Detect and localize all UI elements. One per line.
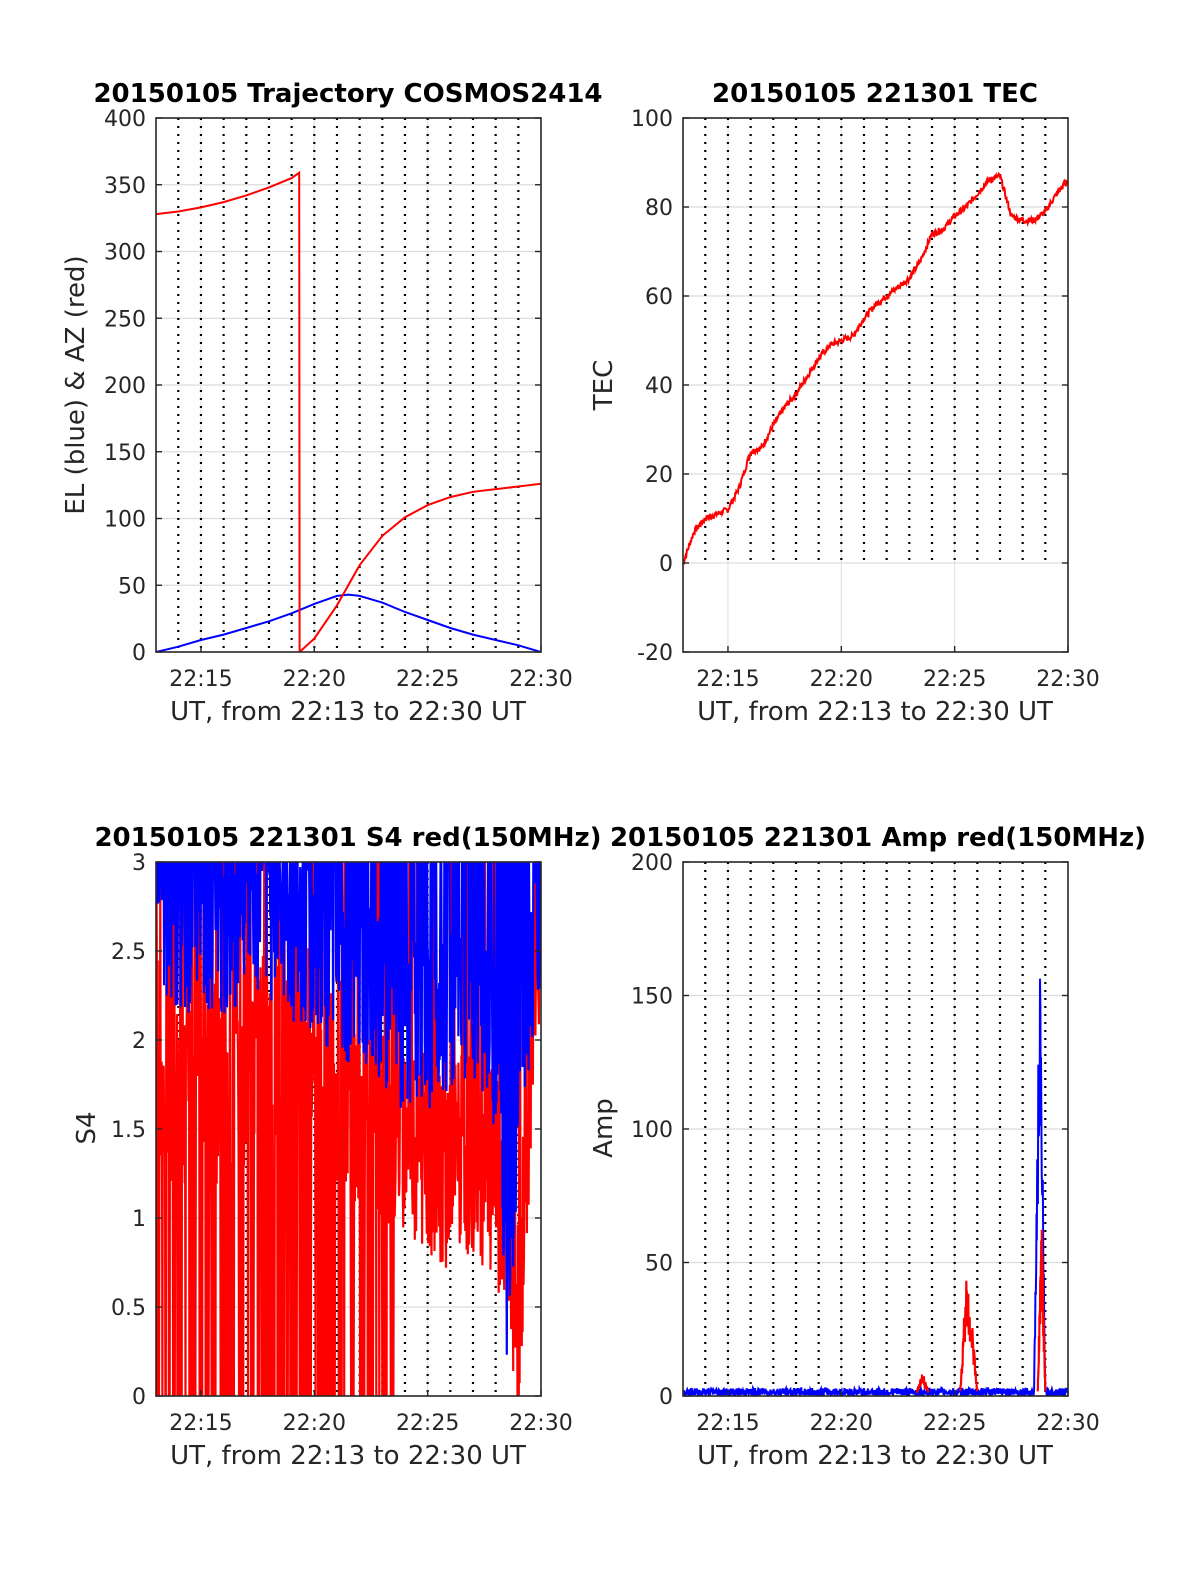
tec-x-axis-label: UT, from 22:13 to 22:30 UT: [697, 697, 1053, 727]
s4-y-axis-label: S4: [72, 1111, 102, 1144]
amp-red-burst-3: [1036, 1229, 1047, 1392]
trajectory-x-tick-label: 22:15: [169, 667, 232, 692]
amp-series-group: [683, 978, 1068, 1396]
amp-y-tick-label: 100: [631, 1118, 673, 1143]
s4-y-tick-label: 2: [132, 1029, 146, 1054]
s4-y-tick-label: 0.5: [111, 1296, 146, 1321]
tec-series-group: [683, 171, 1068, 566]
amp-y-tick-label: 200: [631, 851, 673, 876]
trajectory-y-tick-label: 200: [104, 374, 146, 399]
s4-panel: 0 0.5 1 1.5 2 2.5 3 22:15 22:20 22:25 22:30 201501…: [72, 823, 602, 1471]
trajectory-y-tick-label: 100: [104, 508, 146, 533]
tec-y-tick-label: -20: [637, 641, 673, 666]
trajectory-y-tick-label: 350: [104, 174, 146, 199]
amp-x-tick-label: 22:20: [810, 1411, 873, 1436]
amp-y-axis-label: Amp: [589, 1098, 619, 1158]
amp-panel: 0 50 100 150 200 22:15 22:20 22:25 22:30 2015010…: [589, 823, 1146, 1471]
s4-x-axis-label: UT, from 22:13 to 22:30 UT: [170, 1441, 526, 1471]
s4-y-tick-label: 1: [132, 1207, 146, 1232]
amp-red-burst-2: [959, 1280, 979, 1392]
trajectory-x-tick-label: 22:30: [509, 667, 572, 692]
amp-blue-line: [683, 978, 1068, 1396]
tec-y-tick-label: 0: [659, 552, 673, 577]
amp-red-burst-1: [915, 1374, 930, 1393]
amp-title: 20150105 221301 Amp red(150MHz): [610, 823, 1146, 853]
trajectory-y-tick-label: 0: [132, 641, 146, 666]
tec-x-tick-label: 22:25: [923, 667, 986, 692]
s4-title: 20150105 221301 S4 red(150MHz): [94, 823, 601, 853]
tec-panel: -20 0 20 40 60 80 100 22:15 22:20 22:25 22:30 2015…: [589, 79, 1100, 727]
amp-y-tick-label: 150: [631, 985, 673, 1010]
tec-y-tick-label: 80: [645, 196, 673, 221]
s4-x-tick-label: 22:15: [169, 1411, 232, 1436]
trajectory-el-line: [156, 593, 541, 652]
trajectory-y-tick-label: 150: [104, 441, 146, 466]
trajectory-x-tick-label: 22:20: [283, 667, 346, 692]
s4-x-tick-label: 22:30: [509, 1411, 572, 1436]
s4-y-tick-label: 1.5: [111, 1118, 146, 1143]
tec-plot-area: -20 0 20 40 60 80 100 22:15 22:20 22:25 22:30: [631, 107, 1100, 692]
s4-plot-area: 0 0.5 1 1.5 2 2.5 3 22:15 22:20 22:25 22:30: [111, 851, 573, 1436]
s4-y-tick-label: 0: [132, 1385, 146, 1410]
tec-y-tick-label: 40: [645, 374, 673, 399]
trajectory-y-tick-label: 250: [104, 307, 146, 332]
s4-x-tick-label: 22:20: [283, 1411, 346, 1436]
s4-x-tick-label: 22:25: [396, 1411, 459, 1436]
s4-y-tick-label: 3: [132, 851, 146, 876]
trajectory-y-tick-label: 400: [104, 107, 146, 132]
trajectory-y-tick-label: 50: [118, 574, 146, 599]
amp-x-tick-label: 22:15: [696, 1411, 759, 1436]
amp-x-axis-label: UT, from 22:13 to 22:30 UT: [697, 1441, 1053, 1471]
tec-y-axis-label: TEC: [589, 360, 619, 411]
trajectory-series-group: [156, 170, 541, 652]
tec-line: [683, 171, 1068, 566]
trajectory-x-axis-label: UT, from 22:13 to 22:30 UT: [170, 697, 526, 727]
trajectory-panel: 0 50 100 150 200 250 300 350 400 22:15 22:20 22:25 2…: [61, 79, 603, 727]
trajectory-x-tick-label: 22:25: [396, 667, 459, 692]
tec-y-tick-label: 100: [631, 107, 673, 132]
amp-x-tick-label: 22:25: [923, 1411, 986, 1436]
s4-series-group: [156, 862, 541, 1396]
tec-x-tick-label: 22:20: [810, 667, 873, 692]
trajectory-title: 20150105 Trajectory COSMOS2414: [93, 79, 602, 109]
tec-x-tick-label: 22:15: [696, 667, 759, 692]
trajectory-y-tick-label: 300: [104, 241, 146, 266]
amp-plot-area: 0 50 100 150 200 22:15 22:20 22:25 22:30: [631, 851, 1100, 1436]
s4-red-line: [156, 862, 541, 1396]
amp-y-tick-label: 50: [645, 1252, 673, 1277]
tec-x-tick-label: 22:30: [1036, 667, 1099, 692]
tec-y-tick-label: 20: [645, 463, 673, 488]
amp-x-tick-label: 22:30: [1036, 1411, 1099, 1436]
trajectory-az-line: [156, 170, 541, 652]
s4-y-tick-label: 2.5: [111, 940, 146, 965]
tec-y-tick-label: 60: [645, 285, 673, 310]
s4-blue-line: [156, 862, 541, 1355]
amp-y-tick-label: 0: [659, 1385, 673, 1410]
trajectory-y-axis-label: EL (blue) & AZ (red): [61, 255, 91, 514]
trajectory-plot-area: 0 50 100 150 200 250 300 350 400 22:15 22:20 22:25 2…: [104, 107, 573, 692]
tec-title: 20150105 221301 TEC: [712, 79, 1038, 109]
